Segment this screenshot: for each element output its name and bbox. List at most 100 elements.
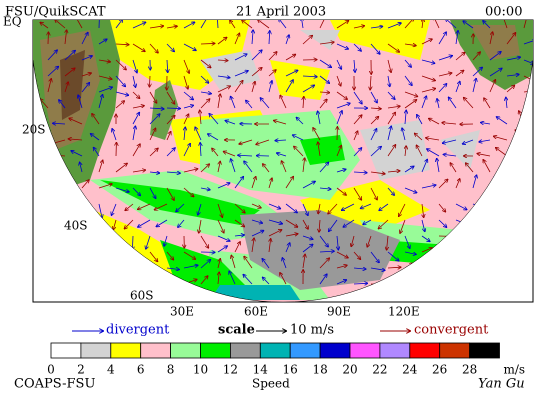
wind-vector	[497, 117, 508, 125]
colorbar-swatch	[379, 342, 411, 359]
wind-vector	[404, 187, 417, 193]
wind-vector	[113, 219, 117, 229]
colorbar-swatch	[409, 342, 441, 359]
wind-vector	[303, 97, 304, 109]
wind-vector	[302, 203, 308, 215]
colorbar-swatch	[200, 342, 231, 359]
wind-vector	[404, 75, 412, 85]
wind-vector	[183, 91, 193, 100]
wind-vector	[217, 86, 230, 93]
wind-vector	[183, 43, 196, 50]
wind-vector	[132, 187, 140, 195]
wind-vector	[166, 116, 175, 125]
wind-vector	[370, 172, 385, 174]
wind-vector	[71, 151, 83, 157]
wind-vector	[251, 177, 256, 189]
wind-vector	[302, 85, 314, 93]
wind-vector	[455, 71, 463, 77]
colorbar-tick: 24	[402, 363, 418, 377]
wind-vector	[319, 20, 327, 29]
wind-vector	[353, 251, 360, 259]
colorbar-swatch	[80, 342, 112, 359]
wind-vector	[387, 91, 395, 99]
colorbar: 0 2 4 6 8 10 12 14 16 18 20 22 24 26 28 m/s	[47, 342, 525, 377]
wind-vector	[342, 203, 355, 210]
wind-vector	[319, 75, 329, 83]
wind-vector	[132, 75, 136, 87]
wind-vector	[387, 113, 395, 125]
wind-vector	[502, 20, 508, 29]
wind-vector	[268, 178, 272, 189]
wind-vector	[302, 244, 313, 253]
wind-vector	[229, 271, 236, 285]
wind-vector	[422, 203, 424, 217]
wind-vector	[472, 52, 480, 61]
wind-vector	[472, 79, 476, 93]
wind-vector	[404, 100, 416, 109]
wind-vector	[98, 160, 103, 173]
wind-vector	[329, 219, 338, 231]
wind-vector	[260, 98, 270, 109]
wind-vector	[132, 43, 145, 51]
wind-vector	[388, 75, 390, 86]
wind-vector	[98, 87, 112, 93]
wind-vector	[422, 20, 423, 29]
wind-vector	[319, 258, 329, 269]
wind-vector	[166, 43, 174, 51]
wind-vector	[251, 231, 264, 237]
wind-vector	[416, 145, 423, 157]
wind-vector	[132, 144, 140, 157]
wind-vector	[319, 59, 331, 67]
wind-vector	[353, 148, 361, 157]
wind-vector	[353, 115, 362, 125]
wind-vector	[209, 114, 219, 125]
wind-vector	[421, 39, 432, 45]
wind-vector	[343, 219, 355, 227]
wind-vector	[132, 126, 135, 141]
wind-vector	[319, 274, 327, 285]
lon-label: 120E	[388, 305, 420, 319]
wind-vector	[506, 86, 514, 93]
wind-vector	[78, 95, 83, 109]
wind-vector	[404, 20, 414, 29]
wind-vector	[47, 67, 58, 77]
wind-vector	[166, 91, 174, 104]
wind-vector	[115, 20, 122, 29]
colorbar-tick: 2	[77, 363, 85, 377]
wind-vector	[427, 149, 440, 157]
wind-vector	[336, 265, 347, 269]
wind-vector	[47, 50, 57, 61]
wind-vector	[212, 148, 219, 157]
wind-vector	[218, 272, 219, 285]
wind-vector	[178, 219, 185, 227]
wind-vector	[40, 22, 49, 29]
colorbar-swatch	[229, 342, 261, 359]
wind-vector	[251, 50, 262, 61]
colorbar-tick: 0	[47, 363, 55, 377]
wind-vector	[224, 152, 236, 157]
wind-vector	[234, 33, 239, 45]
wind-vector	[234, 242, 240, 253]
wind-vector	[80, 162, 83, 173]
wind-vector	[149, 251, 157, 261]
wind-vector	[92, 114, 100, 125]
wind-vector	[319, 42, 334, 44]
wind-vector	[370, 108, 381, 109]
wind-vector	[98, 184, 112, 189]
wind-vector	[387, 251, 399, 261]
wind-vector	[230, 20, 236, 29]
wind-vector	[421, 185, 436, 189]
wind-vector	[421, 75, 435, 81]
wind-vector	[132, 106, 144, 109]
wind-vector	[479, 140, 491, 142]
wind-vector	[184, 127, 185, 141]
wind-vector	[269, 31, 270, 45]
wind-vector	[336, 111, 342, 125]
wind-vector	[225, 121, 236, 125]
colorbar-tick: 22	[372, 363, 387, 377]
wind-vector	[81, 33, 88, 45]
scale-value: 10 m/s	[290, 323, 334, 338]
wind-vector	[149, 108, 164, 109]
wind-vector	[81, 83, 89, 93]
